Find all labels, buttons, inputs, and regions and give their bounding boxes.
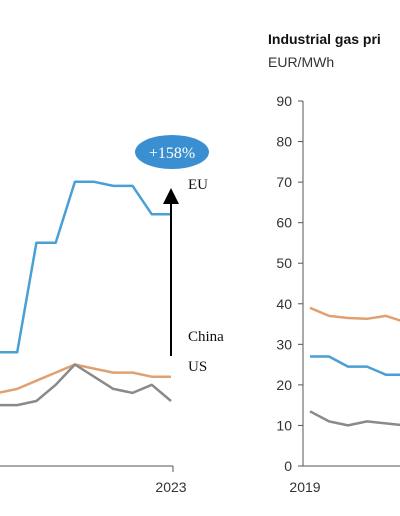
right-y-tick-label: 80: [276, 134, 292, 150]
right-y-tick-label: 70: [276, 174, 292, 190]
right-y-ticks: 0 10 20 30 40 50 60 70 80 90: [276, 93, 303, 474]
left-series-group: [0, 180, 172, 407]
right-series-group: [309, 306, 400, 427]
right-x-tick-label-2019: 2019: [289, 479, 320, 495]
right-y-axis-label: EUR/MWh: [268, 54, 334, 70]
right-y-tick-label: 10: [276, 417, 292, 433]
legend-label-eu: EU: [188, 177, 208, 193]
right-chart: Industrial gas pri EUR/MWh 0 10 20 30 40 50 60…: [268, 31, 400, 495]
increase-badge-label: +158%: [149, 145, 195, 162]
left-series-line-eu: [0, 180, 171, 354]
left-series-line-us: [0, 363, 172, 407]
left-series-line-china: [0, 363, 171, 394]
right-series-line-china: [309, 306, 400, 322]
right-y-tick-label: 40: [276, 296, 292, 312]
legend-label-us: US: [188, 359, 207, 375]
left-x-tick-label-2023: 2023: [155, 479, 186, 495]
legend-label-china: China: [188, 329, 224, 345]
left-chart: 2023 +158% EU China US: [0, 135, 224, 495]
right-y-tick-label: 60: [276, 215, 292, 231]
increase-badge: [135, 135, 209, 169]
right-y-tick-label: 0: [284, 458, 292, 474]
right-y-tick-label: 30: [276, 336, 292, 352]
right-series-line-eu: [310, 355, 400, 377]
right-series-line-us: [309, 410, 400, 427]
right-y-tick-label: 90: [276, 93, 292, 109]
right-y-tick-label: 50: [276, 255, 292, 271]
right-chart-title: Industrial gas pri: [268, 31, 381, 47]
right-y-tick-label: 20: [276, 377, 292, 393]
